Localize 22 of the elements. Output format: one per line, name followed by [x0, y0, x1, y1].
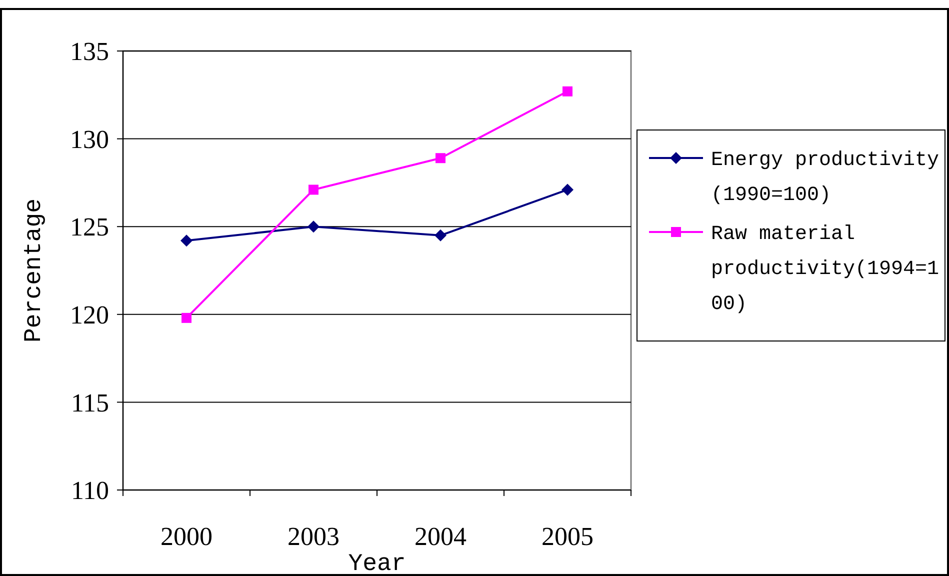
point [562, 184, 574, 196]
point [434, 229, 446, 242]
y-tick-label: 125 [70, 212, 109, 242]
legend-label: Raw material productivity(1994=100) [711, 223, 940, 316]
legend-label: Energy productivity (1990=100) [711, 149, 940, 207]
x-tick-label: 2003 [288, 522, 340, 551]
y-tick-label: 120 [70, 300, 109, 330]
x-tick-label: 2005 [542, 522, 594, 551]
y-tick-label: 115 [70, 388, 109, 418]
x-tick-label: 2004 [414, 522, 466, 551]
x-axis-title: Year [348, 551, 406, 576]
x-tick-label: 2000 [160, 522, 212, 551]
point [562, 86, 572, 96]
point [436, 153, 446, 164]
y-tick-label: 135 [70, 37, 109, 66]
point [308, 184, 318, 195]
y-tick-label: 110 [70, 476, 109, 506]
y-axis-title: Percentage [21, 198, 48, 343]
y-tick-label: 130 [70, 124, 109, 154]
point [308, 220, 320, 233]
point [180, 234, 192, 247]
point [182, 312, 192, 323]
